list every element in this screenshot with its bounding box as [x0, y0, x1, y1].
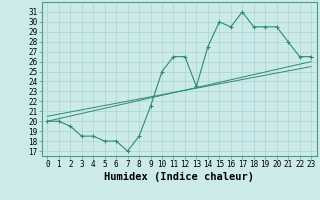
X-axis label: Humidex (Indice chaleur): Humidex (Indice chaleur) — [104, 172, 254, 182]
